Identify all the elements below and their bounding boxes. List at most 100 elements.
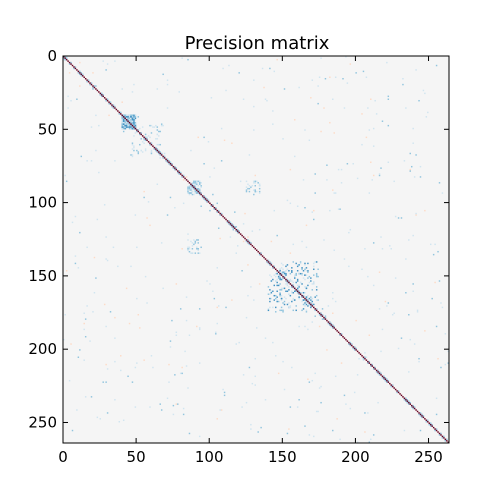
heatmap-cluster-cell [304, 303, 306, 306]
heatmap-cell [305, 286, 308, 288]
heatmap-near-diagonal-cell [408, 403, 410, 405]
heatmap-diagonal-cell [427, 421, 429, 423]
heatmap-cell [134, 366, 137, 369]
heatmap-cluster-cell [296, 280, 299, 282]
heatmap-cluster-cell [128, 117, 131, 120]
heatmap-cluster-cell [150, 124, 153, 127]
x-tick-label: 0 [58, 448, 68, 466]
heatmap-cell [254, 375, 256, 378]
heatmap-cluster-cell [298, 272, 300, 275]
heatmap-near-diagonal-cell [280, 272, 283, 275]
heatmap-cluster-cell [194, 192, 197, 194]
heatmap-cluster-cell [131, 119, 134, 121]
heatmap-cell [437, 357, 439, 360]
heatmap-near-diagonal-cell [421, 413, 423, 416]
heatmap-near-diagonal-cell [441, 437, 444, 439]
heatmap-diagonal-cell [378, 372, 381, 375]
heatmap-cluster-cell [187, 187, 189, 190]
heatmap-cluster-cell [289, 305, 292, 307]
heatmap-diagonal-cell [99, 92, 102, 95]
heatmap-cell [95, 149, 97, 152]
heatmap-near-diagonal-cell [405, 397, 407, 400]
heatmap-cell [415, 69, 417, 71]
heatmap-diagonal-cell [332, 325, 334, 328]
heatmap-cell [318, 387, 321, 389]
heatmap-diagonal-cell [128, 121, 131, 124]
heatmap-cluster-cell [276, 300, 278, 303]
heatmap-cluster-cell [127, 117, 129, 120]
heatmap-cell [378, 271, 381, 273]
heatmap-diagonal-cell [130, 123, 132, 125]
heatmap-cell [159, 403, 161, 405]
heatmap-cell [378, 173, 381, 175]
heatmap-cell [419, 165, 422, 168]
heatmap-cell [223, 394, 226, 397]
heatmap-cell [368, 441, 371, 443]
heatmap-diagonal-cell [254, 248, 256, 250]
heatmap-cluster-cell [291, 292, 293, 294]
heatmap-near-diagonal-cell [207, 199, 210, 202]
heatmap-diagonal-cell [193, 186, 195, 188]
heatmap-cluster-cell [291, 290, 293, 293]
heatmap-cell [320, 401, 322, 404]
heatmap-near-diagonal-cell [267, 262, 270, 265]
heatmap-near-diagonal-cell [349, 344, 352, 347]
heatmap-cluster-cell [275, 311, 277, 313]
heatmap-near-diagonal-cell [215, 206, 217, 209]
heatmap-diagonal-cell [184, 177, 186, 180]
heatmap-near-diagonal-cell [422, 415, 425, 417]
heatmap-cluster-cell [269, 297, 271, 300]
heatmap-cell [367, 412, 369, 414]
heatmap-cell [334, 192, 337, 194]
heatmap-near-diagonal-cell [165, 160, 167, 162]
heatmap-cluster-cell [191, 245, 194, 247]
heatmap-cell [131, 91, 134, 93]
heatmap-cluster-cell [141, 126, 144, 128]
heatmap-cluster-cell [187, 189, 189, 191]
heatmap-cell [232, 228, 235, 231]
heatmap-cell [114, 160, 116, 162]
heatmap-cluster-cell [153, 126, 156, 128]
heatmap-near-diagonal-cell [197, 192, 199, 194]
heatmap-cell [253, 182, 255, 184]
x-tick-label: 250 [414, 448, 443, 466]
heatmap-cell [339, 208, 341, 210]
heatmap-near-diagonal-cell [332, 324, 334, 326]
heatmap-cell [187, 58, 189, 61]
heatmap-diagonal-cell [381, 375, 384, 378]
heatmap-cluster-cell [121, 117, 123, 120]
heatmap-diagonal-cell [206, 199, 208, 202]
heatmap-cell [291, 366, 293, 369]
heatmap-diagonal-cell [174, 167, 176, 169]
heatmap-near-diagonal-cell [238, 230, 240, 232]
y-tick-label: 200 [28, 340, 57, 358]
heatmap-cell [79, 349, 81, 351]
heatmap-near-diagonal-cell [310, 305, 312, 307]
heatmap-diagonal-cell [273, 267, 276, 269]
heatmap-cluster-cell [304, 302, 306, 304]
heatmap-cell [144, 275, 147, 278]
heatmap-cell [294, 155, 296, 158]
heatmap-cell [242, 223, 245, 225]
heatmap-cell [368, 192, 371, 194]
heatmap-cluster-cell [133, 123, 135, 125]
heatmap-cluster-cell [288, 270, 290, 272]
heatmap-cluster-cell [254, 189, 256, 191]
heatmap-diagonal-cell [375, 369, 378, 372]
heatmap-cell [213, 297, 216, 300]
heatmap-cluster-cell [285, 274, 287, 276]
heatmap-diagonal-cell [114, 107, 116, 109]
heatmap-near-diagonal-cell [162, 157, 164, 159]
heatmap-cluster-cell [149, 136, 151, 139]
heatmap-cell [381, 120, 384, 122]
heatmap-diagonal-cell [307, 300, 309, 303]
heatmap-near-diagonal-cell [198, 190, 201, 193]
heatmap-cell [346, 163, 349, 165]
heatmap-cluster-cell [128, 116, 131, 118]
heatmap-cluster-cell [198, 180, 201, 183]
heatmap-cell [220, 160, 223, 162]
heatmap-diagonal-cell [320, 314, 322, 316]
heatmap-cluster-cell [125, 117, 128, 120]
heatmap-near-diagonal-cell [196, 187, 198, 190]
